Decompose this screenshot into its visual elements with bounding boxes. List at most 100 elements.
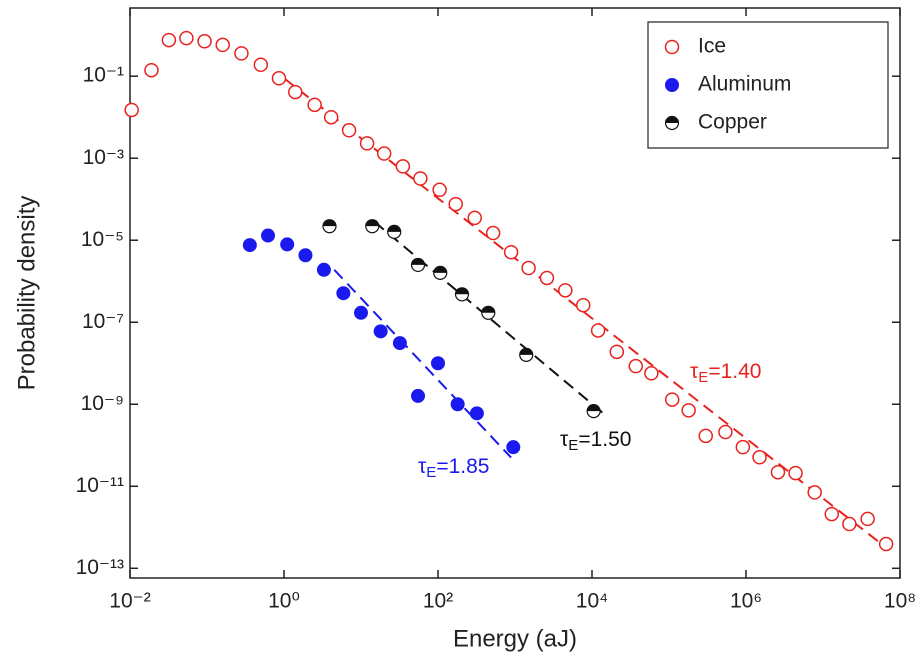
data-point [450,397,465,412]
data-point [376,146,392,161]
data-point [253,57,269,73]
data-point [698,428,713,444]
marker-shape [878,536,894,552]
data-point [432,182,447,198]
marker-shape [450,397,465,412]
y-tick-label: 10⁻¹³ [76,556,124,579]
data-point [431,356,445,371]
annotation-part: τ [418,455,427,478]
data-point [842,516,857,532]
marker-shape [387,225,401,232]
marker-shape [197,34,212,49]
marker-shape [558,283,573,298]
data-point [609,344,625,360]
marker-shape [253,57,269,73]
marker-shape [842,516,857,532]
marker-shape [144,62,159,78]
marker-shape [665,78,679,92]
data-point [288,84,303,100]
data-point [280,237,295,252]
annotation-part: =1.40 [708,360,761,383]
marker-shape [359,136,375,151]
marker-shape [860,511,875,527]
marker-shape [316,262,331,277]
marker-shape [448,196,463,212]
data-point [341,123,357,138]
x-tick-label: 10⁻² [109,590,150,613]
y-tick-label: 10⁻⁹ [81,392,124,415]
legend: Ice Aluminum Copper [647,21,889,149]
legend-label: Copper [698,111,767,134]
marker-shape [323,109,339,125]
data-point [664,392,680,407]
data-point [770,464,786,480]
marker-shape [770,464,786,480]
data-point [558,283,573,298]
legend-marker [664,39,680,55]
x-tick-label: 10² [423,590,453,613]
data-point [323,109,339,125]
marker-shape [365,219,379,227]
fit-line [333,269,512,459]
data-point [503,244,519,260]
data-point [413,171,428,186]
data-point [448,196,463,212]
marker-shape [752,450,767,465]
data-point [681,403,696,418]
marker-shape [354,305,368,320]
annotation-part: τ [690,360,699,383]
data-point [481,305,496,320]
y-tick-label: 10⁻¹ [83,64,124,87]
marker-shape [539,270,555,286]
data-point [467,210,482,226]
marker-shape [467,210,482,226]
marker-shape [807,485,822,500]
fit-annotation: τE=1.50 [560,428,631,454]
y-axis-title: Probability density [13,196,40,391]
marker-shape [413,171,428,186]
data-point [322,219,337,234]
marker-shape [271,71,287,86]
marker-shape [628,358,644,374]
data-point [387,224,402,239]
data-point [485,225,501,241]
x-tick-label: 10⁸ [884,590,916,613]
fit-line [283,77,887,549]
data-point [586,404,601,419]
marker-shape [298,248,313,263]
fit-line [373,221,607,417]
x-tick-label: 10⁰ [268,590,300,613]
annotation-part: =1.85 [436,455,489,478]
marker-shape [576,297,591,313]
marker-shape [519,348,533,355]
marker-shape [432,182,447,198]
marker-shape [506,440,521,455]
marker-shape [373,324,388,339]
data-point [215,37,230,53]
marker-shape [307,97,322,113]
annotation-part: E [426,464,436,481]
y-tick-label: 10⁻⁵ [81,228,124,251]
marker-shape [665,116,679,123]
data-point [590,323,606,338]
marker-shape [664,39,680,55]
data-point [395,159,411,174]
data-point [197,34,212,49]
legend-box [647,21,889,149]
plot-frame [129,7,901,579]
data-point [735,439,751,455]
x-axis-title: Energy (aJ) [453,625,577,652]
data-point [506,440,521,455]
marker-shape [179,30,194,46]
fit-annotation: τE=1.85 [418,455,489,481]
data-point [373,324,388,339]
marker-shape [280,237,295,252]
data-point [242,238,257,253]
marker-shape [590,323,606,338]
data-point [521,260,536,276]
data-point [359,136,375,151]
annotation-part: E [568,437,578,454]
data-point [234,46,249,61]
data-point [788,465,803,481]
